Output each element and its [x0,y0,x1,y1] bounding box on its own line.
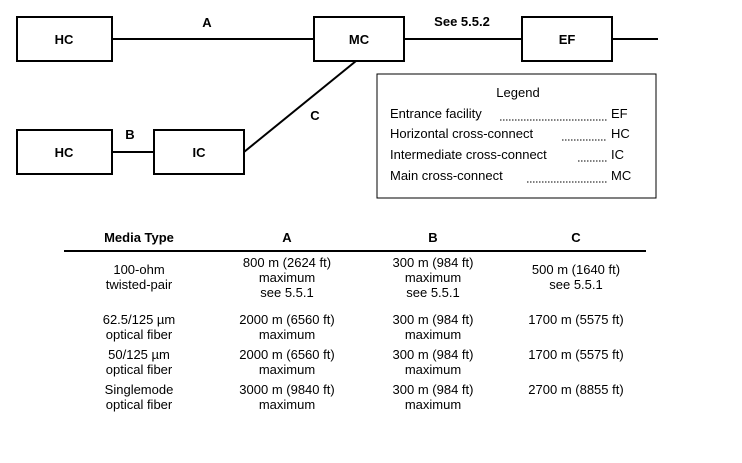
legend-item-ic-name: Intermediate cross-connect [390,147,547,162]
cell-media: Singlemode optical fiber [64,379,214,414]
cell-a-line: maximum [258,270,316,285]
cell-media: 62.5/125 µm optical fiber [64,309,214,344]
cell-a-line: 2000 m (6560 ft) [239,312,335,327]
box-ef: EF [521,16,613,62]
box-mc: MC [313,16,405,62]
cell-b-line: 300 m (984 ft) [392,347,474,362]
cell-a-line: maximum [258,362,316,377]
box-hc-top: HC [16,16,113,62]
header-media-type: Media Type [64,226,214,252]
cell-media-line: 50/125 µm [108,347,170,362]
box-hc-bottom: HC [16,129,113,175]
cell-c: 1700 m (5575 ft) [506,309,646,344]
cell-c-line: 1700 m (5575 ft) [528,312,624,327]
link-c-line [243,60,357,153]
cell-b-line: 300 m (984 ft) [392,312,474,327]
cell-media-line: 62.5/125 µm [102,312,176,327]
cell-a: 3000 m (9840 ft) maximum [214,379,360,414]
cell-a-line: 2000 m (6560 ft) [239,347,335,362]
cell-a-line: maximum [258,327,316,342]
header-b: B [360,226,506,252]
box-ic: IC [153,129,245,175]
link-mc-ef-label: See 5.5.2 [434,14,490,29]
cell-a-line: 3000 m (9840 ft) [239,382,335,397]
cell-a: 2000 m (6560 ft) maximum [214,344,360,379]
header-c: C [506,226,646,252]
table-row: 62.5/125 µm optical fiber 2000 m (6560 ft)… [64,309,646,344]
cell-media-line: Singlemode [104,382,174,397]
cell-a-line: see 5.5.1 [260,285,314,300]
legend-title: Legend [496,85,539,100]
topology-diagram: HC MC EF HC IC A See 5.5.2 B C Legend En… [16,14,658,199]
cell-media: 100-ohm twisted-pair [64,251,214,309]
cell-c-line: 2700 m (8855 ft) [528,382,624,397]
cell-media-line: twisted-pair [105,277,173,292]
table-row: 100-ohm twisted-pair 800 m (2624 ft) maximu… [64,251,646,309]
legend: Legend Entrance facility EF Horizontal c… [376,73,657,199]
cell-b-line: 300 m (984 ft) [392,255,474,270]
legend-item-mc-abbr: MC [611,168,631,183]
cell-b: 300 m (984 ft) maximum [360,344,506,379]
cell-b: 300 m (984 ft) maximum see 5.5.1 [360,251,506,309]
table-header-row: Media Type A B C [64,226,646,252]
box-hc-bottom-label: HC [55,145,74,160]
legend-item-mc-name: Main cross-connect [390,168,503,183]
cell-a-line: maximum [258,397,316,412]
table-row: 50/125 µm optical fiber 2000 m (6560 ft) ma… [64,344,646,379]
legend-item-hc-name: Horizontal cross-connect [390,126,533,141]
cell-media-line: optical fiber [105,327,173,342]
cell-c-line: 1700 m (5575 ft) [528,347,624,362]
box-ef-label: EF [559,32,576,47]
cell-media: 50/125 µm optical fiber [64,344,214,379]
cell-media-line: 100-ohm [113,262,165,277]
cell-media-line: optical fiber [105,362,173,377]
cell-b-line: maximum [404,270,462,285]
box-ic-label: IC [193,145,207,160]
link-c-label: C [310,108,320,123]
table-body: 100-ohm twisted-pair 800 m (2624 ft) maximu… [64,251,646,414]
legend-item-ef-name: Entrance facility [390,106,482,121]
header-a: A [214,226,360,252]
cell-c-line: 500 m (1640 ft) [531,262,621,277]
cell-c-line: see 5.5.1 [549,277,603,292]
cell-c: 2700 m (8855 ft) [506,379,646,414]
legend-item-hc-abbr: HC [611,126,630,141]
cell-media-line: optical fiber [105,397,173,412]
cell-b-line: see 5.5.1 [406,285,460,300]
cell-a: 2000 m (6560 ft) maximum [214,309,360,344]
box-hc-top-label: HC [55,32,74,47]
cell-c: 500 m (1640 ft) see 5.5.1 [506,251,646,309]
cell-b: 300 m (984 ft) maximum [360,309,506,344]
cell-b-line: maximum [404,397,462,412]
cell-a-line: 800 m (2624 ft) [242,255,332,270]
link-b-label: B [125,127,134,142]
cell-b: 300 m (984 ft) maximum [360,379,506,414]
box-mc-label: MC [349,32,370,47]
cell-b-line: maximum [404,362,462,377]
table-row: Singlemode optical fiber 3000 m (9840 ft) m… [64,379,646,414]
media-distance-table: Media Type A B C 100-ohm twisted-pair 800 … [64,226,646,414]
cell-b-line: 300 m (984 ft) [392,382,474,397]
legend-item-ic-abbr: IC [611,147,624,162]
cell-b-line: maximum [404,327,462,342]
cell-c: 1700 m (5575 ft) [506,344,646,379]
legend-item-ef-abbr: EF [611,106,628,121]
cell-a: 800 m (2624 ft) maximum see 5.5.1 [214,251,360,309]
link-a-label: A [202,15,212,30]
